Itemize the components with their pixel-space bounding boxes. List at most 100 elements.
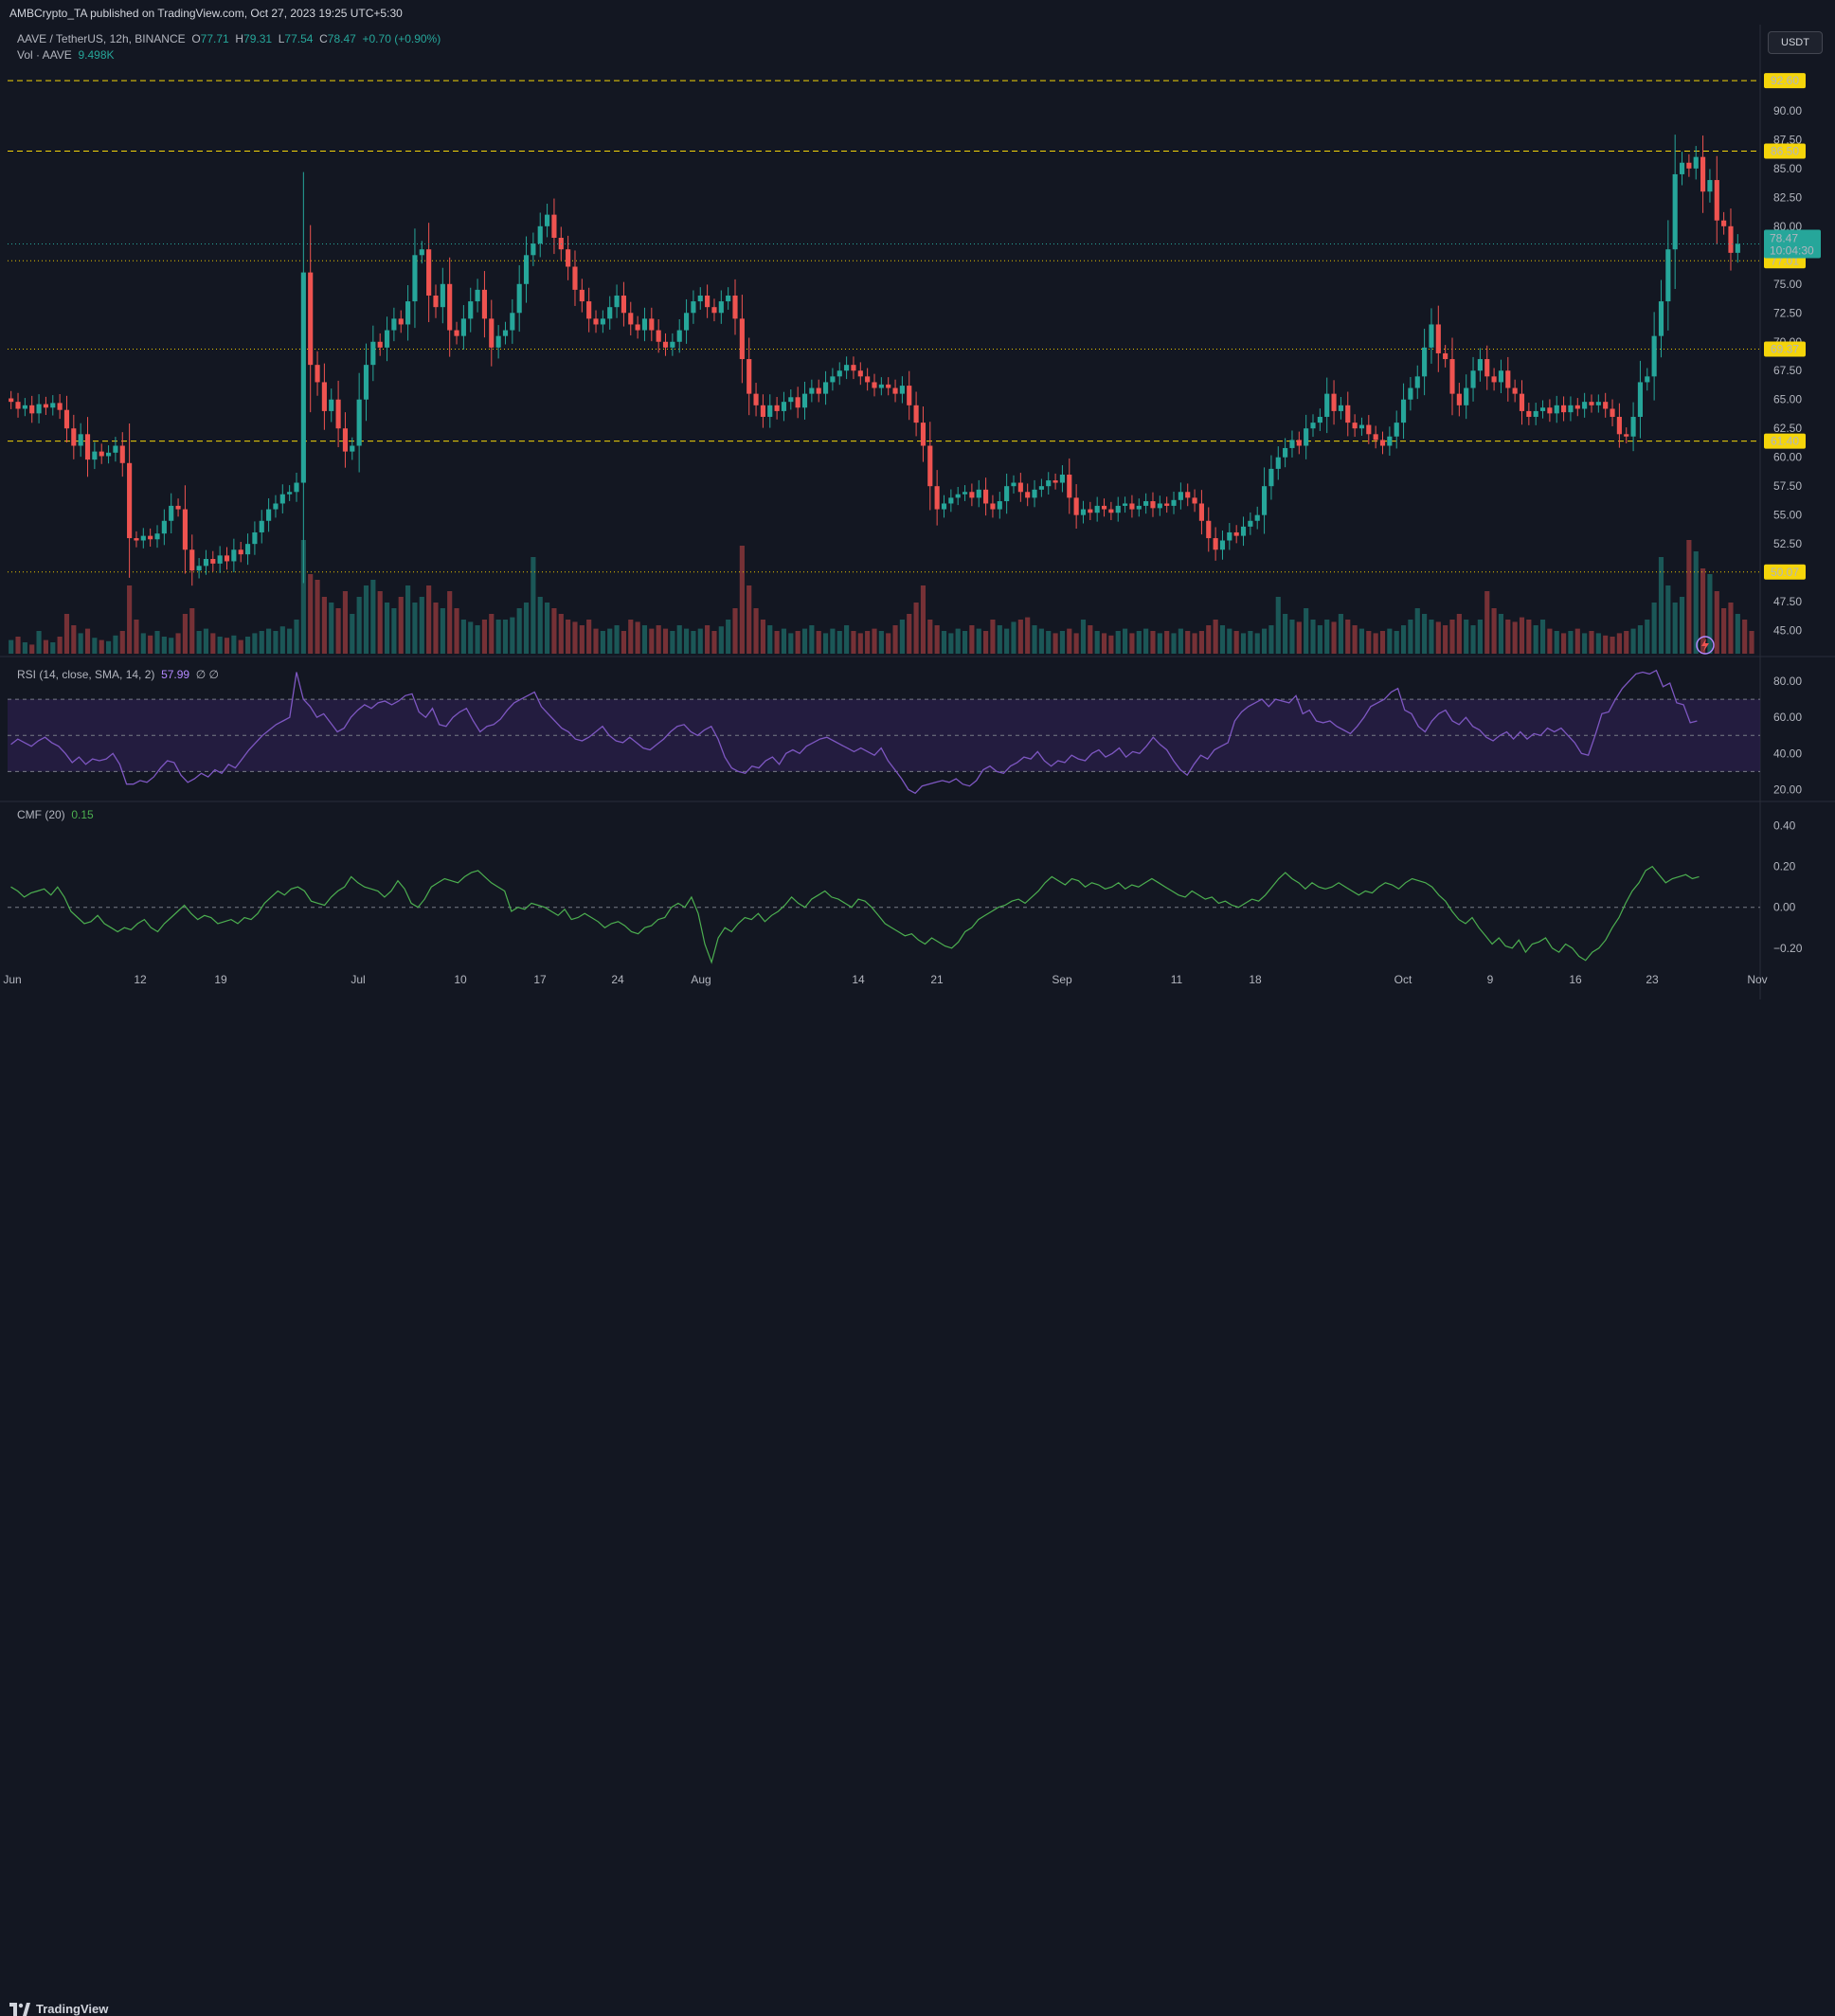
candle-body[interactable] [384,330,390,348]
candle-body[interactable] [1464,387,1469,405]
candle-body[interactable] [551,214,557,239]
candle-body[interactable] [1345,405,1351,423]
candle-body[interactable] [63,409,70,429]
candle-body[interactable] [837,370,842,377]
candle-body[interactable] [767,405,773,418]
candle-body[interactable] [705,295,711,308]
symbol-title[interactable]: AAVE / TetherUS, 12h, BINANCE [17,32,186,45]
candle-body[interactable] [370,341,376,366]
candle-body[interactable] [510,313,515,331]
candle-body[interactable] [795,397,801,408]
candle-body[interactable] [419,249,424,256]
cmf-line[interactable] [10,865,1700,964]
candle-body[interactable] [1310,423,1316,429]
cmf-label[interactable]: CMF (20) [17,808,65,821]
candle-body[interactable] [210,559,216,564]
candle-body[interactable] [1414,376,1420,388]
candle-body[interactable] [1219,540,1226,550]
candle-body[interactable] [1233,531,1239,536]
candle-body[interactable] [294,482,299,493]
candle-body[interactable] [1470,370,1476,388]
candle-body[interactable] [329,399,334,411]
candle-body[interactable] [1192,497,1197,504]
candle-body[interactable] [231,549,237,562]
candle-body[interactable] [119,445,125,463]
candle-body[interactable] [1052,480,1058,483]
price-chart[interactable]: 45.0047.5050.0052.5055.0057.5060.0062.50… [0,0,1835,999]
candle-body[interactable] [1268,468,1274,487]
candle-body[interactable] [315,365,320,383]
candle-body[interactable] [1088,509,1093,513]
candle-body[interactable] [676,330,682,342]
candle-body[interactable] [907,386,912,405]
candle-body[interactable] [475,289,480,302]
candle-body[interactable] [830,376,836,383]
candle-body[interactable] [1665,249,1671,302]
candle-body[interactable] [127,462,133,539]
candle-body[interactable] [433,295,439,308]
candle-body[interactable] [586,301,592,319]
candle-body[interactable] [502,330,509,336]
candle-body[interactable] [217,555,223,564]
candle-body[interactable] [1484,359,1490,377]
candle-body[interactable] [1283,447,1288,458]
candle-body[interactable] [175,505,181,510]
currency-button[interactable]: USDT [1768,31,1823,54]
candle-body[interactable] [1400,399,1407,423]
candle-body[interactable] [1379,440,1386,446]
candle-body[interactable] [1261,486,1268,515]
candle-body[interactable] [203,559,209,567]
candle-body[interactable] [1512,387,1518,394]
candle-body[interactable] [1032,489,1037,498]
rsi-line[interactable] [10,669,1698,795]
candle-body[interactable] [1108,509,1114,513]
candle-body[interactable] [447,283,453,331]
candle-body[interactable] [1582,402,1588,409]
candle-body[interactable] [1331,393,1337,411]
candle-body[interactable] [1213,538,1218,550]
candle-body[interactable] [1394,423,1399,437]
candle-body[interactable] [1443,352,1448,360]
candle-body[interactable] [1073,497,1079,515]
candle-body[interactable] [941,503,947,510]
candle-body[interactable] [566,249,571,267]
candle-body[interactable] [356,399,362,446]
candle-body[interactable] [607,307,613,319]
candle-body[interactable] [224,555,230,562]
candle-body[interactable] [1115,505,1121,513]
candle-body[interactable] [1624,434,1629,437]
candle-body[interactable] [1275,457,1281,469]
candle-body[interactable] [1129,503,1135,510]
candle-body[interactable] [1533,410,1538,418]
candle-body[interactable] [579,289,585,302]
candle-body[interactable] [732,295,738,319]
candle-body[interactable] [1456,393,1462,405]
candle-body[interactable] [1366,424,1372,435]
candle-body[interactable] [788,397,794,403]
candle-body[interactable] [1721,220,1727,226]
candle-body[interactable] [1589,402,1594,405]
candle-body[interactable] [1616,417,1622,435]
volume-label[interactable]: Vol · AAVE [17,48,72,62]
candle-body[interactable] [1227,531,1232,541]
candle-body[interactable] [78,434,83,446]
candle-body[interactable] [711,307,717,314]
candle-body[interactable] [105,452,112,457]
candle-body[interactable] [140,535,146,541]
candle-body[interactable] [531,243,536,256]
candle-body[interactable] [718,301,724,314]
candle-body[interactable] [279,494,285,504]
candle-body[interactable] [426,249,432,296]
candle-body[interactable] [148,535,153,540]
candle-body[interactable] [495,335,501,348]
candle-body[interactable] [545,214,550,226]
candle-body[interactable] [760,405,765,418]
candle-body[interactable] [1449,359,1455,394]
candle-body[interactable] [259,520,264,532]
candle-body[interactable] [154,533,160,540]
candle-body[interactable] [460,318,466,336]
candle-body[interactable] [1735,243,1740,253]
candle-body[interactable] [1164,503,1170,506]
candle-body[interactable] [872,382,877,388]
candle-body[interactable] [1429,324,1434,348]
